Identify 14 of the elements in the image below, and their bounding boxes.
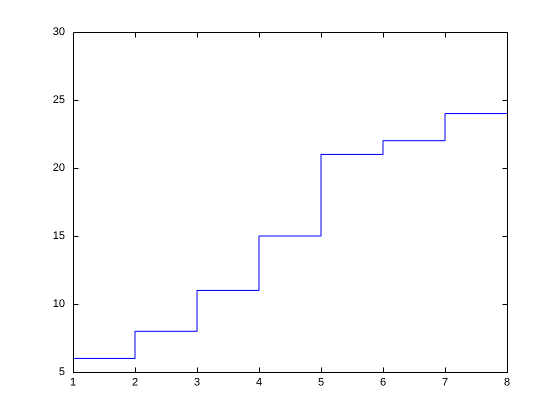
x-tick-label: 8 — [504, 376, 510, 389]
x-tick-label: 2 — [132, 376, 138, 389]
y-tick-label: 5 — [58, 366, 65, 378]
x-tick-label: 5 — [318, 376, 324, 389]
y-tick-label: 25 — [52, 94, 65, 106]
y-tick-label: 10 — [52, 298, 65, 310]
y-tick-label: 20 — [52, 162, 65, 174]
x-tick-label: 1 — [70, 376, 76, 389]
x-tick-label: 4 — [256, 376, 262, 389]
x-tick-label: 3 — [194, 376, 200, 389]
x-tick-label: 6 — [380, 376, 386, 389]
x-tick-label: 7 — [442, 376, 448, 389]
y-tick-label: 15 — [52, 230, 65, 242]
y-tick-label: 30 — [52, 26, 65, 38]
